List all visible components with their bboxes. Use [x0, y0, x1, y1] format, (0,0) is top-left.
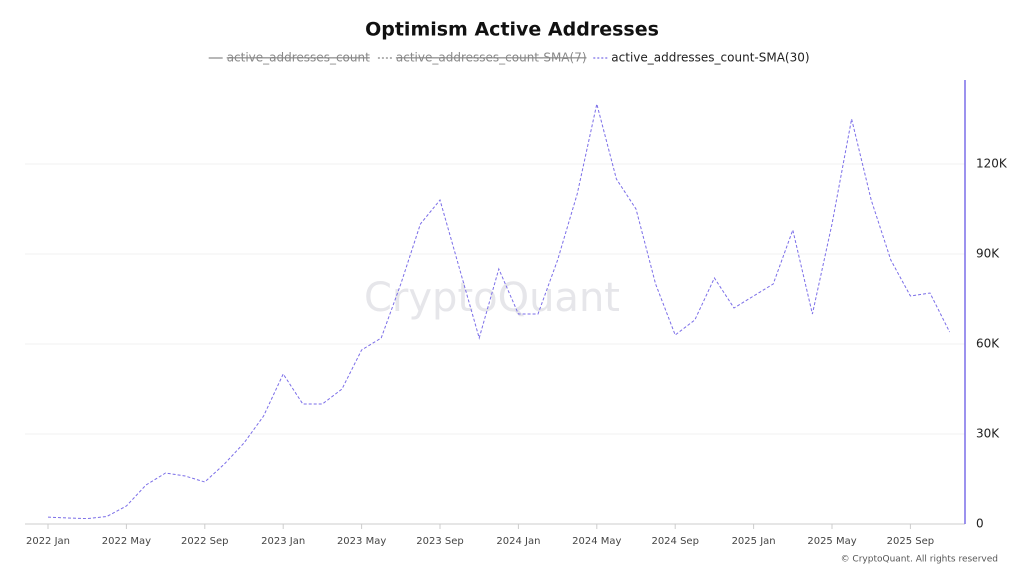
footer: © CryptoQuant. All rights reserved	[841, 555, 998, 565]
chart-title: Optimism Active Addresses	[365, 19, 659, 41]
y-tick-label: 90K	[976, 247, 1000, 261]
legend-item: active_addresses_count-SMA(30)	[593, 51, 810, 65]
x-tick-label: 2023 May	[337, 536, 386, 547]
legend-label: active_addresses_count	[227, 51, 370, 65]
legend-item: active_addresses_count-SMA(7)	[377, 51, 587, 65]
x-tick-label: 2024 Jan	[496, 536, 540, 547]
x-tick-label: 2025 Jan	[732, 536, 776, 547]
legend-item: active_addresses_count	[208, 51, 370, 65]
x-tick-label: 2023 Jan	[261, 536, 305, 547]
data-line	[47, 103, 951, 520]
legend-label: active_addresses_count-SMA(7)	[396, 51, 587, 65]
x-tick-label: 2023 Sep	[416, 536, 463, 547]
x-tick-label: 2022 Jan	[26, 536, 70, 547]
y-tick-label: 30K	[976, 427, 1000, 441]
x-tick-label: 2025 May	[807, 536, 856, 547]
y-tick-label: 0	[976, 517, 984, 531]
watermark: CryptoQuant	[364, 275, 620, 321]
x-tick-label: 2022 May	[102, 536, 151, 547]
x-tick-label: 2024 May	[572, 536, 621, 547]
x-tick-label: 2025 Sep	[887, 536, 934, 547]
y-tick-label: 120K	[976, 157, 1008, 171]
y-tick-label: 60K	[976, 337, 1000, 351]
legend-label: active_addresses_count-SMA(30)	[611, 51, 809, 65]
x-tick-label: 2022 Sep	[181, 536, 228, 547]
x-tick-label: 2024 Sep	[651, 536, 698, 547]
